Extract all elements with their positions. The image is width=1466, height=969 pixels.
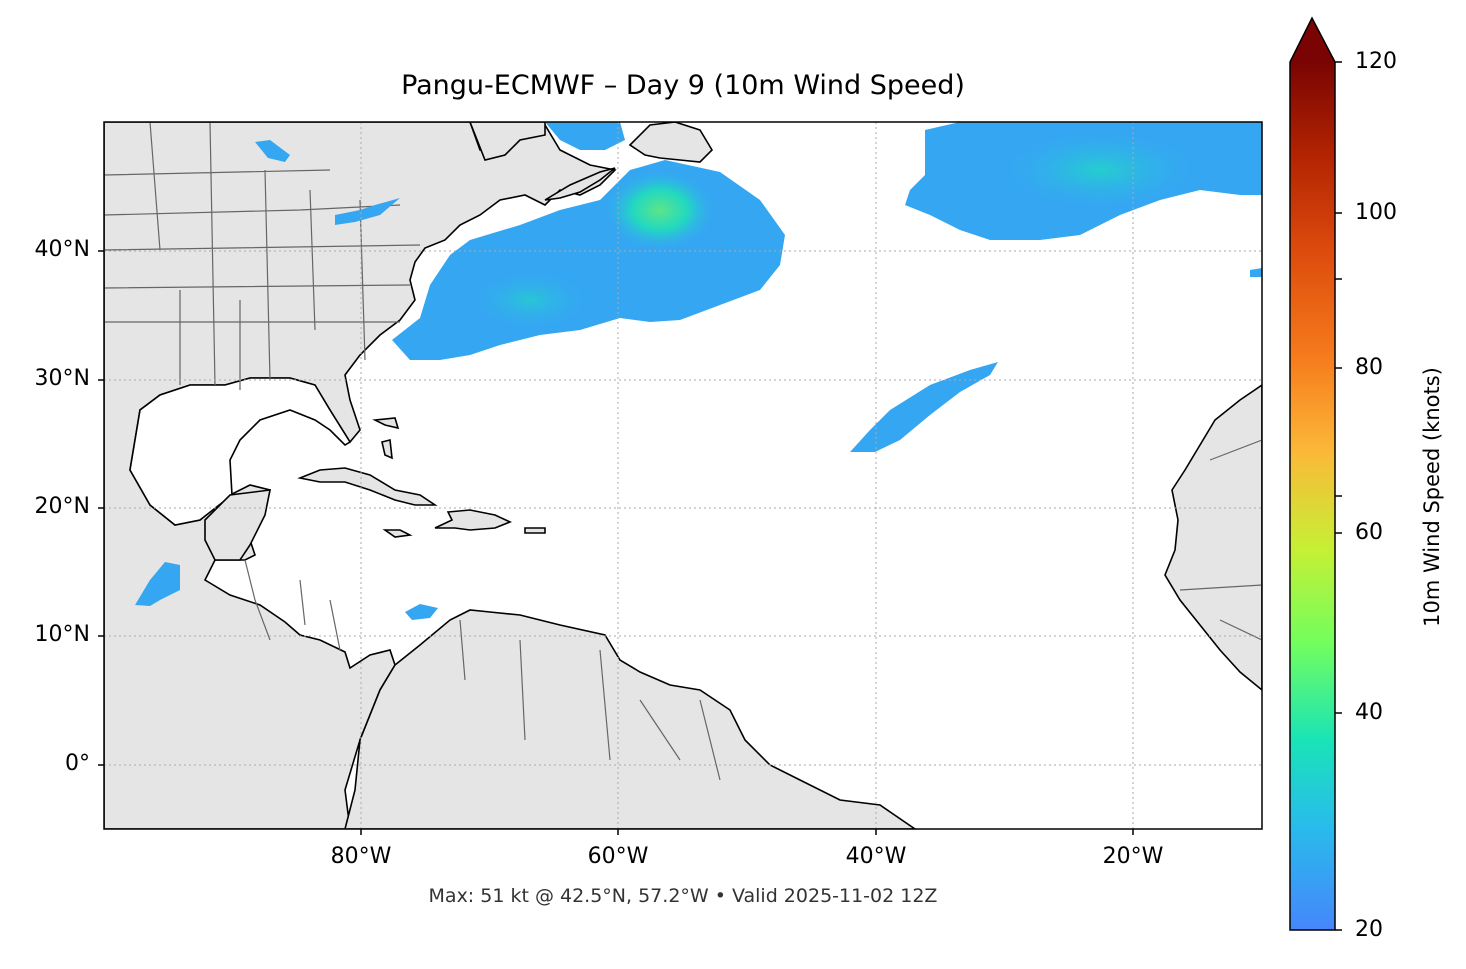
wind-swath-pacific (135, 562, 180, 606)
wind-core-northeast (1000, 130, 1200, 210)
land-africa (1164, 384, 1262, 692)
colorbar-tick-80: 80 (1355, 355, 1383, 380)
map-frame (103, 121, 1263, 830)
lon-tick-20w: 20°W (1102, 844, 1164, 869)
axis-ticks (98, 250, 1134, 835)
gulf-of-mexico (129, 377, 352, 526)
land-puerto-rico (524, 527, 546, 534)
wind-swath-africa-coast (1250, 268, 1262, 277)
colorbar-extend-arrow (1290, 18, 1335, 62)
wind-swath-great-lakes (255, 140, 400, 225)
map-area (104, 122, 1262, 829)
colorbar-title: 10m Wind Speed (knots) (1420, 367, 1444, 627)
state-borders (104, 122, 1262, 781)
land-bahamas (372, 417, 400, 460)
land-south-america (344, 609, 917, 829)
gridlines (104, 122, 1262, 829)
land-nova-scotia (544, 167, 616, 201)
colorbar-tick-60: 60 (1355, 520, 1383, 545)
colorbar-tick-40: 40 (1355, 700, 1383, 725)
land-jamaica (382, 529, 413, 538)
lon-tick-40w: 40°W (845, 844, 907, 869)
wind-swath-caribbean (405, 604, 438, 620)
wind-core-secondary (470, 270, 590, 330)
lat-tick-0: 0° (65, 751, 90, 776)
land-newfoundland (628, 122, 714, 163)
colorbar-tick-120: 120 (1355, 49, 1397, 74)
figure-title: Pangu-ECMWF – Day 9 (10m Wind Speed) (401, 70, 965, 101)
wind-swath-gulf-of-st-lawrence (545, 122, 625, 150)
colorbar-tick-100: 100 (1355, 200, 1397, 225)
land-cuba (297, 467, 438, 506)
colorbar (1289, 16, 1342, 931)
colorbar-tick-20: 20 (1355, 917, 1383, 942)
lon-tick-80w: 80°W (330, 844, 392, 869)
wind-max-core (605, 170, 715, 250)
colorbar-gradient (1290, 62, 1335, 930)
land-yucatan (204, 489, 272, 561)
land-canada-east (469, 122, 546, 161)
footer-caption: Max: 51 kt @ 42.5°N, 57.2°W • Valid 2025… (428, 885, 938, 907)
lat-tick-30n: 30°N (34, 366, 90, 391)
land-hispaniola (434, 509, 513, 531)
lat-tick-20n: 20°N (34, 494, 90, 519)
lat-tick-40n: 40°N (34, 237, 90, 262)
wind-field (135, 122, 1262, 620)
lon-tick-60w: 60°W (587, 844, 649, 869)
wind-swath-central-atlantic (850, 362, 998, 452)
lat-tick-10n: 10°N (34, 622, 90, 647)
